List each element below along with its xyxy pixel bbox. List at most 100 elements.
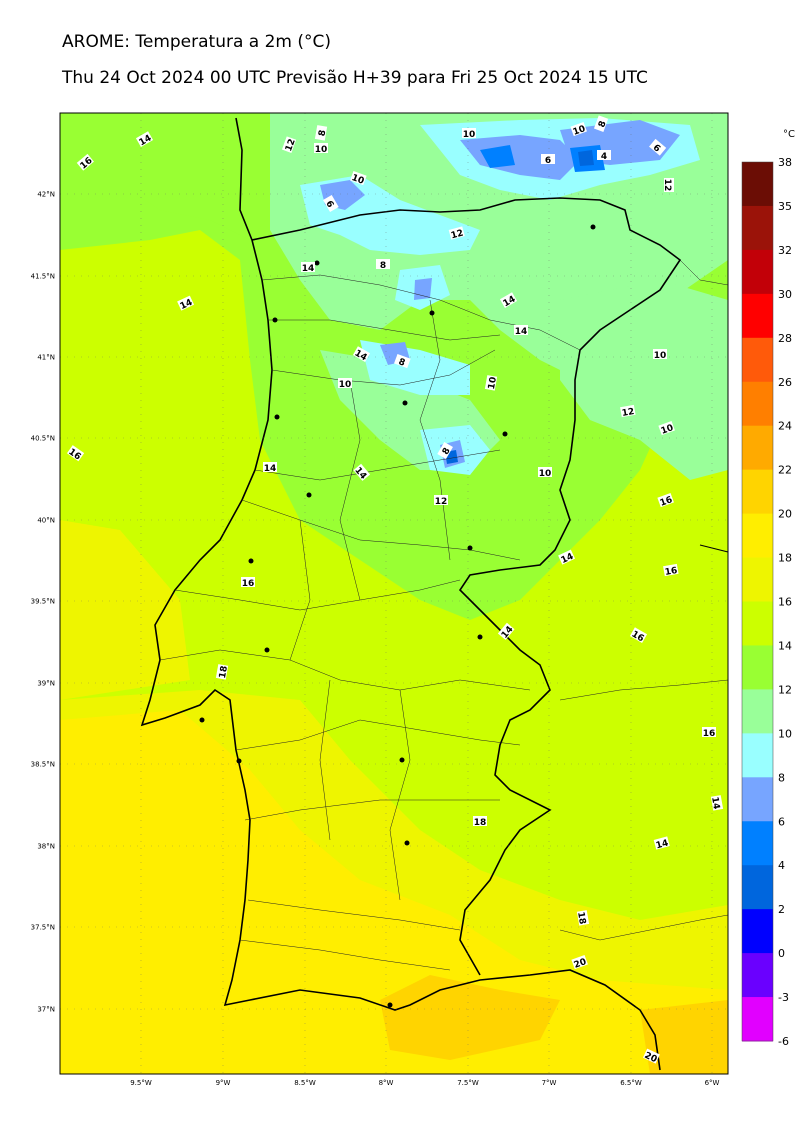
lat-tick-label: 37.5°N xyxy=(31,924,55,932)
contour-labels: 16 14 14 14 16 12 10 8 6 10 10 6 4 6 12 10 8 8 12 14 8 14 14 10… xyxy=(66,115,724,1065)
contour-label-text: 14 xyxy=(560,552,576,566)
temperature-field xyxy=(60,113,728,1074)
colorbar-level-label: 14 xyxy=(778,639,792,652)
contour-label-text: 8 xyxy=(441,446,453,456)
colorbar-level-label: 20 xyxy=(778,508,792,521)
colorbar-swatch xyxy=(742,337,773,383)
colorbar-swatch xyxy=(742,381,773,427)
contour-label: 8 xyxy=(376,259,390,271)
contour-label: 10 xyxy=(350,170,367,187)
contour-label: 10 xyxy=(462,128,476,140)
contour-label-text: 10 xyxy=(660,423,675,437)
contour-label: 12 xyxy=(281,136,298,153)
colorbar-swatch xyxy=(742,469,773,515)
contour-label-text: 18 xyxy=(218,665,230,679)
contour-label-text: 10 xyxy=(339,380,352,390)
colorbar-level-label: 10 xyxy=(778,727,792,740)
contour-label: 14 xyxy=(263,462,277,474)
colorbar-level-label: 12 xyxy=(778,683,792,696)
contour-label: 14 xyxy=(301,262,315,274)
colorbar-swatch xyxy=(742,249,773,295)
contour-label: 12 xyxy=(620,404,636,419)
contour-label: 10 xyxy=(653,349,667,361)
contour-label: 10 xyxy=(538,467,552,479)
contour-label: 4 xyxy=(597,150,611,162)
contour-label-text: 8 xyxy=(318,129,329,137)
colorbar-swatch xyxy=(742,997,773,1042)
colorbar-level-label: 26 xyxy=(778,376,792,389)
colorbar-level-label: 30 xyxy=(778,288,792,301)
colorbar-level-label: 4 xyxy=(778,859,785,872)
lat-tick-label: 41°N xyxy=(37,354,55,362)
colorbar-swatch xyxy=(742,425,773,471)
contour-label: 14 xyxy=(709,795,724,811)
colorbar-swatch xyxy=(742,557,773,602)
contour-label: 10 xyxy=(484,375,499,391)
colorbar-level-label: 38 xyxy=(778,156,792,169)
colorbar-swatch xyxy=(742,733,773,778)
contour-label-text: 14 xyxy=(179,298,195,312)
contour-label: 12 xyxy=(434,495,448,507)
contour-label: 18 xyxy=(575,910,590,926)
colorbar-swatch xyxy=(742,821,773,866)
contour-label-text: 6 xyxy=(323,199,335,209)
colorbar-level-label: 22 xyxy=(778,464,792,477)
colorbar-level-label: 8 xyxy=(778,771,785,784)
contour-label-text: 10 xyxy=(539,469,552,479)
lat-tick-label: 39.5°N xyxy=(31,598,55,606)
colorbar-level-label: -6 xyxy=(778,1035,789,1048)
lat-tick-label: 42°N xyxy=(37,191,55,199)
lat-tick-label: 38°N xyxy=(37,843,55,851)
lon-tick-label: 7°W xyxy=(542,1079,557,1087)
contour-label-text: 12 xyxy=(284,138,298,153)
contour-label-text: 12 xyxy=(450,229,465,242)
colorbar-level-label: 18 xyxy=(778,552,792,565)
city-markers xyxy=(199,224,596,1008)
map-title: AROME: Temperatura a 2m (°C) xyxy=(62,32,332,52)
colorbar-level-label: -3 xyxy=(778,991,789,1004)
contour-label: 6 xyxy=(541,154,555,166)
contour-label-text: 14 xyxy=(709,796,721,810)
lon-tick-label: 6.5°W xyxy=(620,1079,642,1087)
contour-label-text: 10 xyxy=(350,173,365,187)
colorbar-swatch xyxy=(742,205,773,251)
colorbar-swatch xyxy=(742,162,773,207)
contour-label: 12 xyxy=(448,226,465,242)
colorbar-level-label: 32 xyxy=(778,244,792,257)
lat-tick-label: 39°N xyxy=(37,680,55,688)
colorbar-level-label: 0 xyxy=(778,947,785,960)
colorbar-swatch xyxy=(742,865,773,910)
contour-label-text: 6 xyxy=(651,143,662,155)
colorbar-level-label: 16 xyxy=(778,596,792,609)
contour-label-text: 14 xyxy=(515,327,528,337)
contour-label: 14 xyxy=(653,836,670,851)
contour-label: 16 xyxy=(241,577,255,589)
contour-label-text: 8 xyxy=(380,261,386,271)
contour-label: 8 xyxy=(394,353,411,369)
lon-tick-label: 9.5°W xyxy=(130,1079,152,1087)
lat-tick-label: 37°N xyxy=(37,1006,55,1014)
colorbar-swatch xyxy=(742,909,773,954)
lat-tick-label: 40.5°N xyxy=(31,435,55,443)
contour-label: 18 xyxy=(473,816,487,828)
contour-label: 16 xyxy=(657,492,674,509)
colorbar-level-label: 35 xyxy=(778,200,792,213)
contour-label-text: 10 xyxy=(487,376,499,390)
latitude-labels: 42°N 41.5°N 41°N 40.5°N 40°N 39.5°N 39°N 38.5°N… xyxy=(31,191,55,1014)
contour-label-text: 10 xyxy=(654,351,667,361)
district-boundaries xyxy=(159,259,729,971)
contour-label-text: 8 xyxy=(397,357,406,369)
colorbar-unit: °C xyxy=(783,129,795,140)
contour-label: 10 xyxy=(658,420,675,437)
lat-tick-label: 40°N xyxy=(37,517,55,525)
contour-label-text: 18 xyxy=(474,818,487,828)
colorbar-swatch xyxy=(742,645,773,690)
contour-label-text: 10 xyxy=(463,130,476,140)
contour-label: 18 xyxy=(215,664,230,680)
contour-label: 6 xyxy=(649,138,667,156)
contour-label-text: 10 xyxy=(572,124,587,138)
contour-label-text: 16 xyxy=(242,579,255,589)
contour-label-text: 4 xyxy=(601,152,607,162)
lon-tick-label: 9°W xyxy=(216,1079,231,1087)
